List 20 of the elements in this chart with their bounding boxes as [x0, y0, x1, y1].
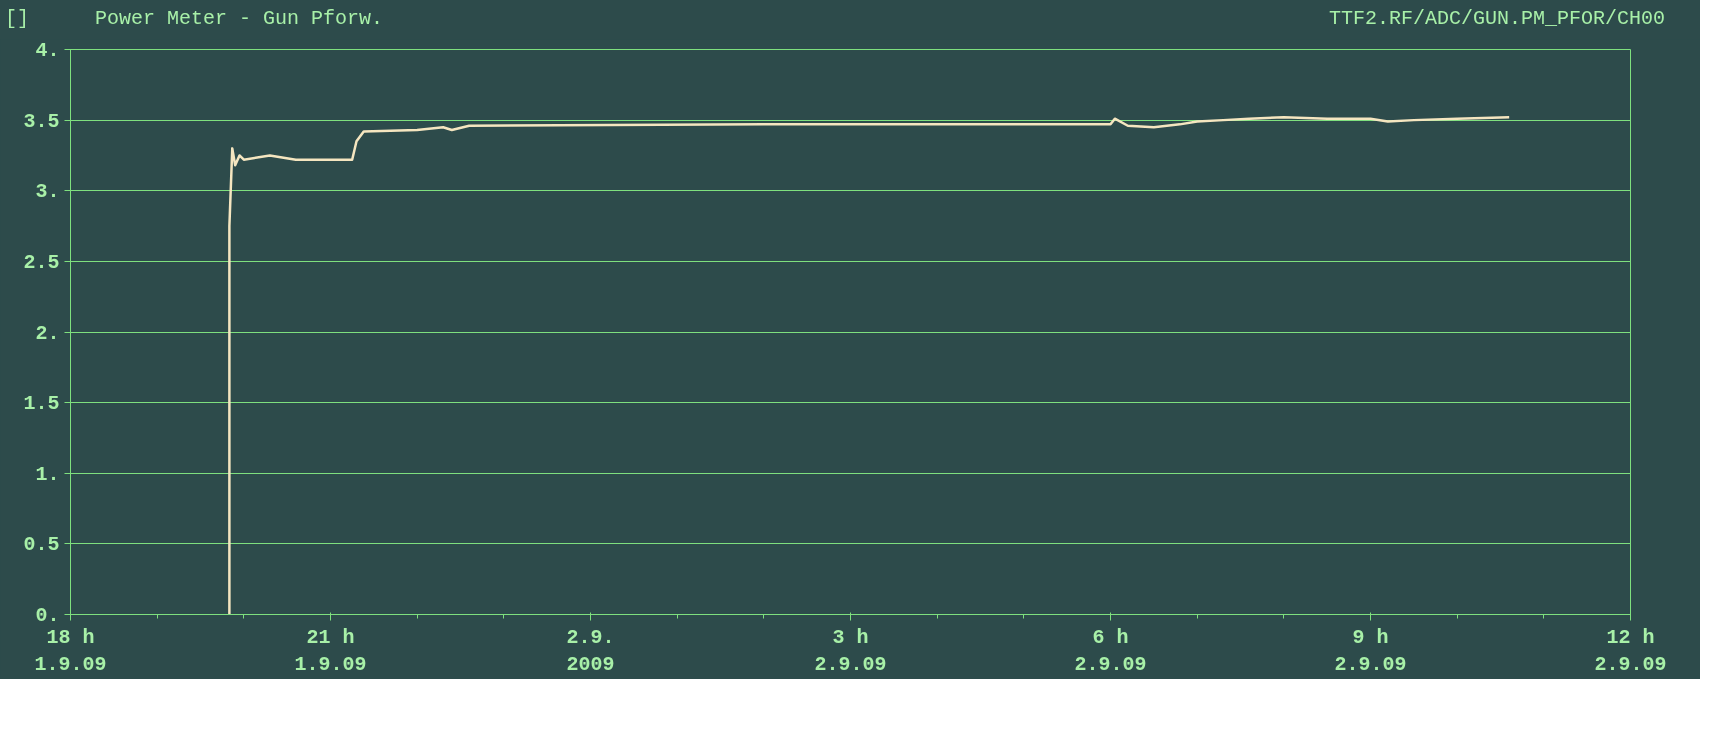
line-series	[228, 115, 1511, 615]
y-tick-label: 3.	[35, 179, 60, 203]
y-tick-label: 2.5	[23, 250, 60, 274]
y-tick-label: 2.	[35, 321, 60, 345]
x-tick-label: 6 h 2.9.09	[1074, 625, 1147, 676]
text: TTF2.RF/ADC/GUN.PM_PFOR/CH00	[1328, 6, 1665, 32]
x-tick-label: 12 h 2.9.09	[1594, 625, 1667, 676]
y-tick-label: 4.	[35, 38, 60, 62]
x-tick-label: 2.9. 2009	[566, 625, 615, 676]
y-tick-label: 3.5	[23, 109, 60, 133]
x-tick-label: 21 h 1.9.09	[294, 625, 367, 676]
x-tick-label: 9 h 2.9.09	[1334, 625, 1407, 676]
x-tick-label: 18 h 1.9.09	[34, 625, 107, 676]
chart-title: Power Meter - Gun Pforw.	[95, 6, 384, 32]
y-tick-label: 1.	[35, 462, 60, 486]
y-tick-label: 0.5	[23, 532, 60, 556]
y-tick-label: 0.	[35, 603, 60, 627]
x-tick-label: 3 h 2.9.09	[814, 625, 887, 676]
y-axis-title: []	[5, 6, 30, 32]
y-tick-label: 1.5	[23, 391, 60, 415]
